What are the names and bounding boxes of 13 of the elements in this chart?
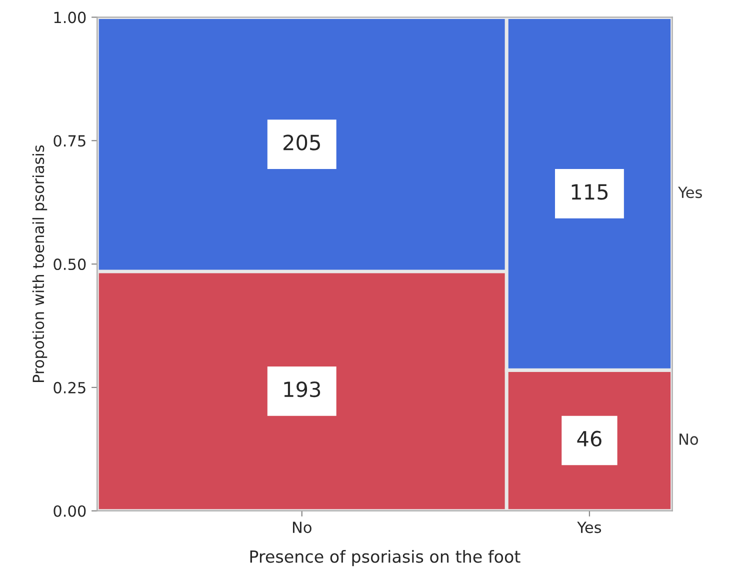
y-tick-label: 0.75 [54, 135, 86, 147]
y-tick-label: 0.00 [54, 505, 86, 517]
annotation: 205 [284, 134, 320, 150]
y-axis-title: Propotion with toenail psoriasis [32, 145, 48, 382]
text: 115 [572, 184, 608, 200]
y-tick-label: 0.50 [54, 258, 86, 270]
y-tick-label: 0.25 [54, 382, 86, 394]
y-tick-label: 1.00 [54, 12, 86, 24]
x-axis-title: Presence of psoriasis on the foot [250, 550, 520, 566]
text: 46 [577, 430, 602, 447]
series-label: Yes [678, 186, 702, 198]
annotation: 193 [284, 381, 320, 398]
series-label: No [680, 434, 698, 445]
